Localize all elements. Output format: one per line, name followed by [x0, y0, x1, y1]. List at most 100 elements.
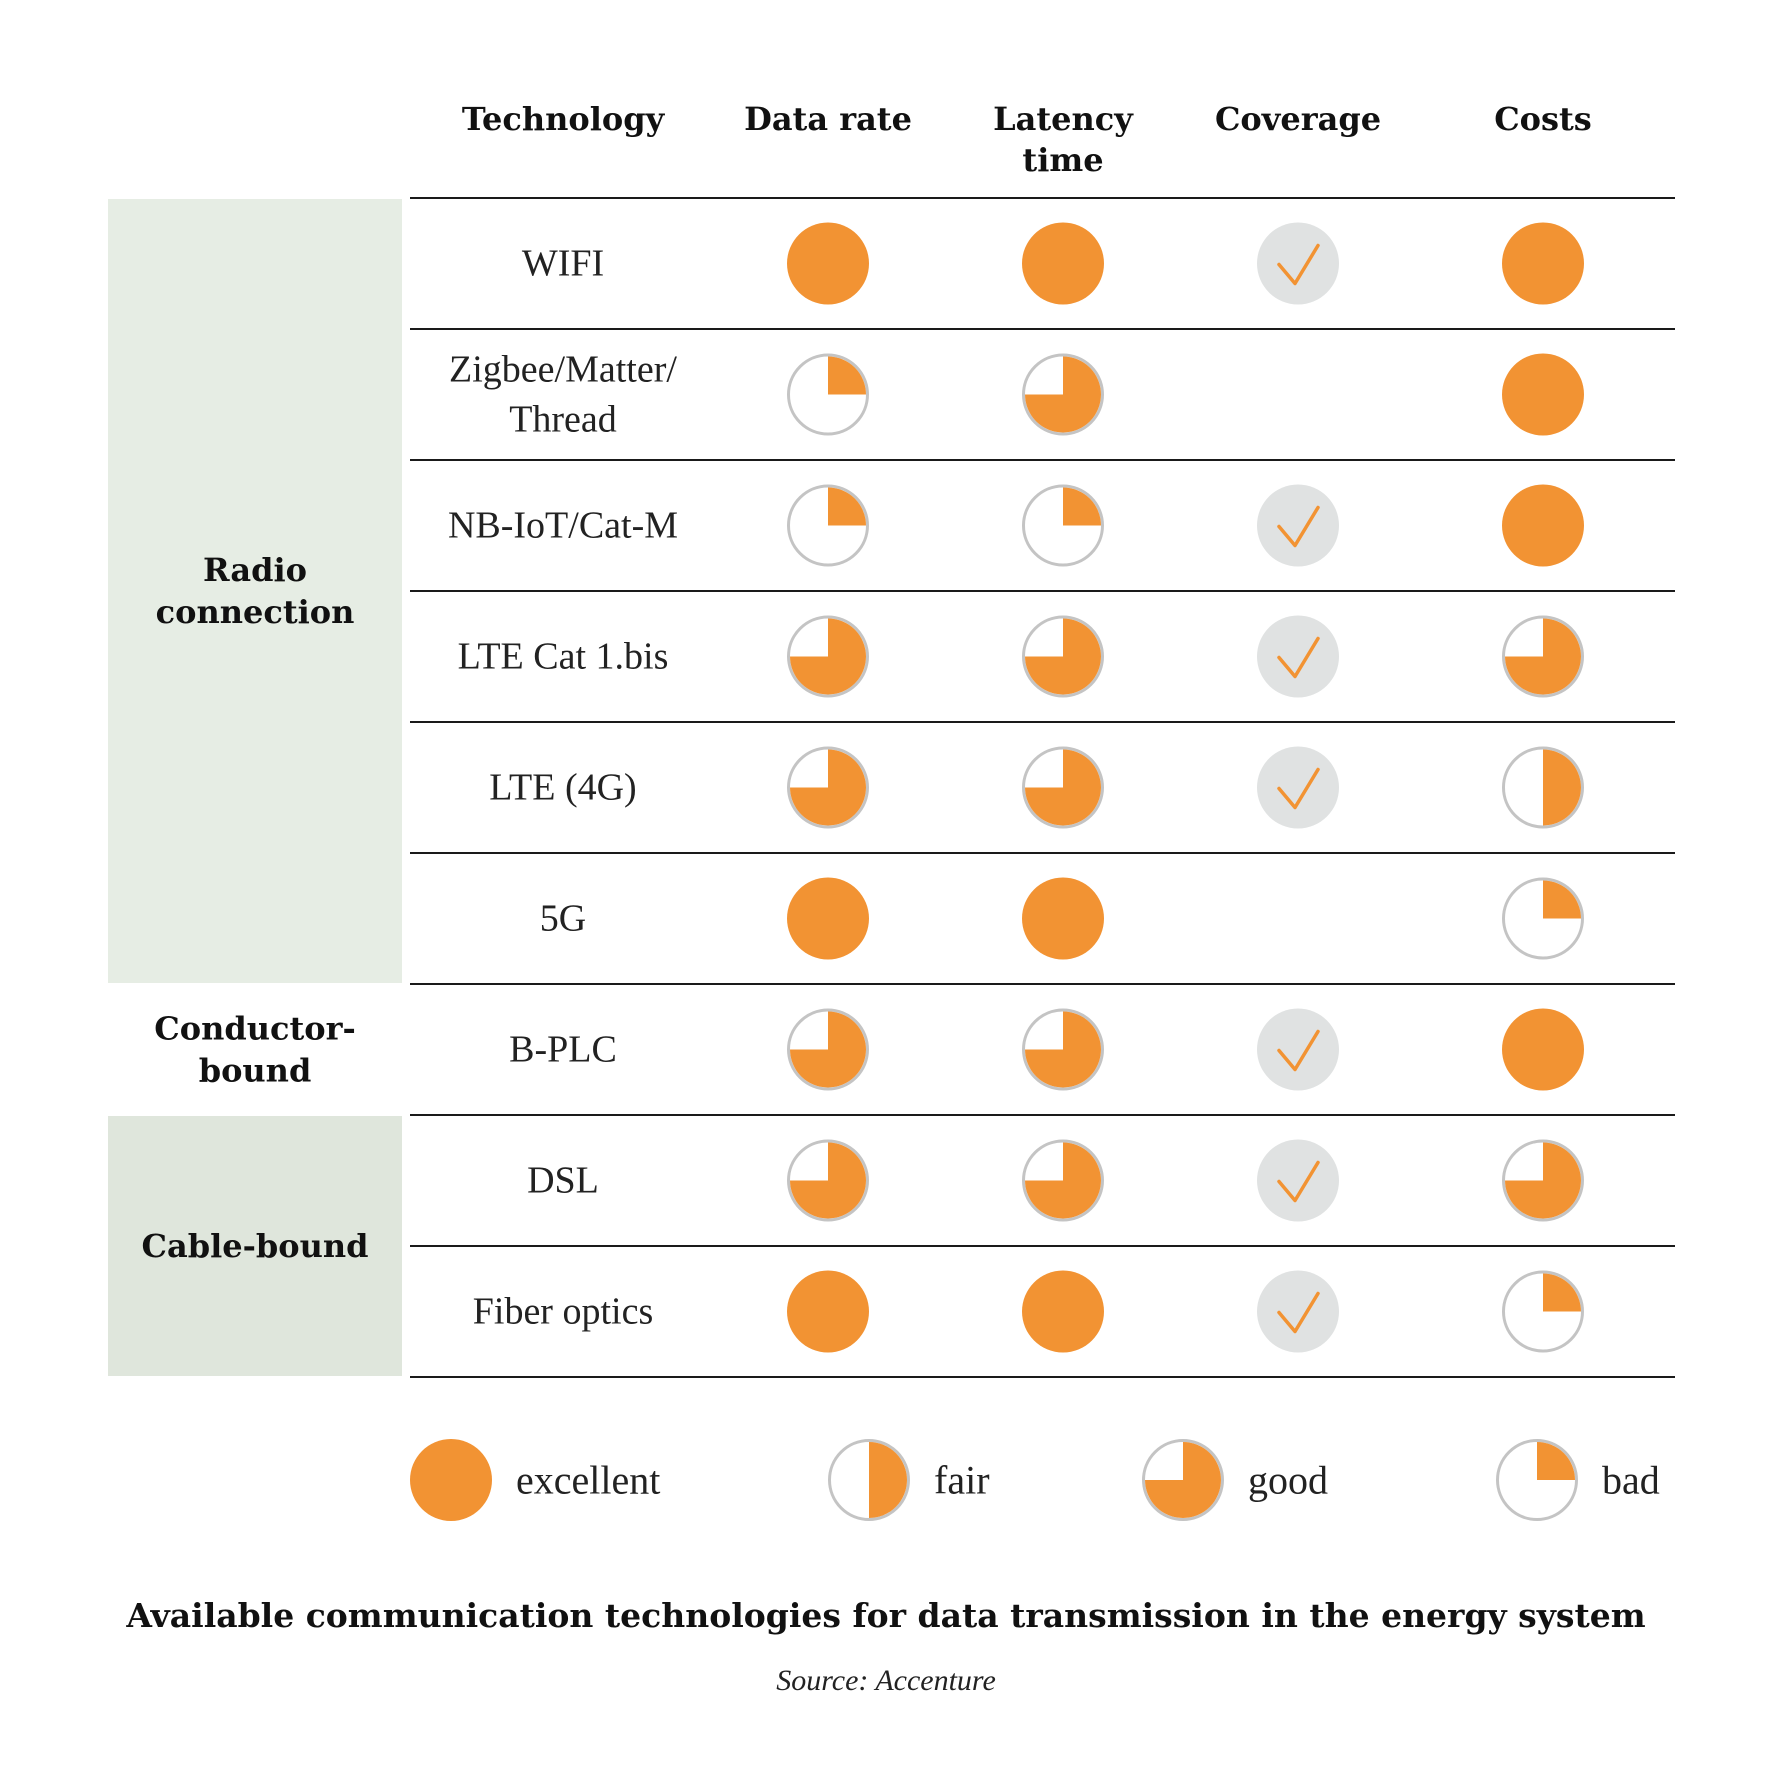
check-icon [1277, 636, 1320, 679]
rating-fill [790, 618, 866, 695]
coverage-check-icon [1257, 222, 1339, 305]
coverage-check-icon [1257, 615, 1339, 698]
check-bg [1257, 1270, 1339, 1353]
legend-label: fair [934, 1458, 990, 1503]
rating-fill [1502, 484, 1584, 567]
group-label-conductor: Conductor- [154, 1010, 355, 1048]
check-bg [1257, 484, 1339, 567]
group-background-cable [108, 1116, 402, 1376]
column-header-coverage: Coverage [1215, 100, 1381, 138]
technology-name: LTE Cat 1.bis [458, 636, 669, 678]
legend-label: bad [1602, 1458, 1660, 1503]
coverage-check-icon [1257, 1139, 1339, 1222]
rating-fill [828, 356, 866, 395]
technology-name: LTE (4G) [489, 767, 636, 809]
rating-fill [787, 222, 869, 305]
table-row: Fiber optics [473, 1270, 1584, 1353]
costs-rating-fair [1502, 746, 1584, 829]
data-rate-rating-bad [787, 353, 869, 436]
technology-name: B-PLC [509, 1029, 617, 1071]
data-rate-rating-good [787, 1008, 869, 1091]
data-rate-rating-excellent [787, 877, 869, 960]
table-row: NB-IoT/Cat-M [448, 484, 1584, 567]
rating-fill [1543, 880, 1581, 919]
group-label-radio: Radio [203, 551, 307, 589]
data-rate-rating-good [787, 615, 869, 698]
table-row: 5G [540, 877, 1584, 960]
latency-rating-good [1022, 1008, 1104, 1091]
group-background-radio [108, 199, 402, 983]
latency-rating-good [1022, 746, 1104, 829]
legend-item-bad: bad [1496, 1439, 1660, 1521]
rating-fill [787, 877, 869, 960]
latency-rating-excellent [1022, 1270, 1104, 1353]
legend-item-good: good [1142, 1439, 1328, 1521]
check-icon [1277, 767, 1320, 810]
check-icon [1277, 1160, 1320, 1203]
rating-fill [790, 749, 866, 826]
check-bg [1257, 746, 1339, 829]
data-rate-rating-bad [787, 484, 869, 567]
rating-fill [1505, 618, 1581, 695]
rating-fill [828, 487, 866, 526]
technology-name: NB-IoT/Cat-M [448, 505, 678, 547]
table-row: LTE (4G) [489, 746, 1584, 829]
check-bg [1257, 1008, 1339, 1091]
rating-fill [1502, 353, 1584, 436]
chart-title: Available communication technologies for… [125, 1596, 1645, 1635]
check-icon [1277, 243, 1320, 286]
data-rate-rating-excellent [787, 222, 869, 305]
technology-name: Fiber optics [473, 1291, 653, 1333]
column-header-text: time [1022, 141, 1103, 179]
column-header-text: Coverage [1215, 100, 1381, 138]
costs-rating-bad [1502, 1270, 1584, 1353]
costs-rating-excellent [1502, 353, 1584, 436]
table-row: LTE Cat 1.bis [458, 615, 1584, 698]
rating-fill [1025, 1142, 1101, 1219]
technology-name: 5G [540, 898, 586, 940]
legend-swatch-bad [1496, 1439, 1578, 1521]
latency-rating-good [1022, 615, 1104, 698]
rating-fill [1025, 618, 1101, 695]
rating-fill [1543, 749, 1581, 826]
latency-rating-bad [1022, 484, 1104, 567]
costs-rating-excellent [1502, 222, 1584, 305]
rating-fill [1022, 1270, 1104, 1353]
group-label-cable: Cable-bound [142, 1227, 369, 1265]
data-rate-rating-good [787, 746, 869, 829]
table-row: Zigbee/Matter/Thread [449, 349, 1584, 441]
rating-fill [1025, 356, 1101, 433]
legend-item-excellent: excellent [410, 1439, 660, 1521]
costs-rating-bad [1502, 877, 1584, 960]
column-header-text: Latency [993, 100, 1134, 138]
legend-swatch-good [1142, 1439, 1224, 1521]
rating-fill [1502, 1008, 1584, 1091]
rating-fill [1502, 222, 1584, 305]
coverage-check-icon [1257, 484, 1339, 567]
latency-rating-excellent [1022, 877, 1104, 960]
data-rate-rating-good [787, 1139, 869, 1222]
coverage-check-icon [1257, 1008, 1339, 1091]
rating-fill [790, 1142, 866, 1219]
latency-rating-good [1022, 353, 1104, 436]
table-row: WIFI [522, 222, 1584, 305]
check-icon [1277, 1291, 1320, 1334]
legend-label: good [1248, 1458, 1328, 1503]
rating-fill [1543, 1273, 1581, 1312]
data-rate-rating-excellent [787, 1270, 869, 1353]
group-backgrounds [108, 199, 402, 1376]
column-header-technology: Technology [462, 100, 666, 138]
table-row: B-PLC [509, 1008, 1584, 1091]
rating-fill [1022, 222, 1104, 305]
check-bg [1257, 222, 1339, 305]
legend-swatch-fair [828, 1439, 910, 1521]
check-icon [1277, 505, 1320, 548]
rating-fill [1063, 487, 1101, 526]
technology-name: WIFI [522, 243, 604, 285]
rating-fill [1025, 749, 1101, 826]
coverage-check-icon [1257, 1270, 1339, 1353]
column-header-text: Costs [1494, 100, 1592, 138]
rating-fill [1025, 1011, 1101, 1088]
